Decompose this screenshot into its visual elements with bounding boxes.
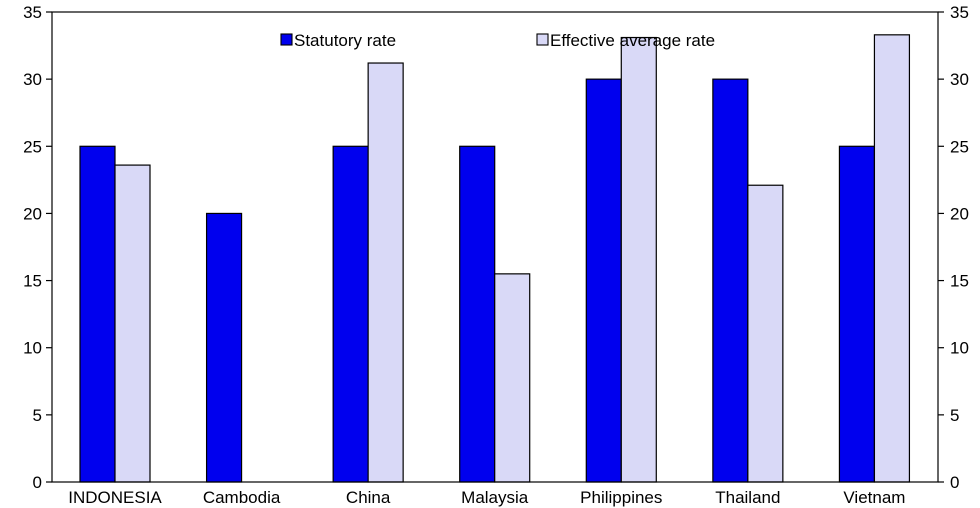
bars-group bbox=[79, 34, 911, 483]
bar-effective-philippines bbox=[620, 36, 657, 483]
y-tick-label-left: 30 bbox=[23, 70, 42, 89]
legend-label: Effective average rate bbox=[550, 31, 715, 50]
y-tick-label-right: 5 bbox=[950, 406, 959, 425]
bar-statutory-vietnam bbox=[838, 145, 876, 483]
bar-effective-vietnam bbox=[873, 34, 911, 483]
y-tick-label-left: 10 bbox=[23, 339, 42, 358]
y-tick-label-left: 0 bbox=[33, 473, 42, 492]
bar-statutory-malaysia bbox=[459, 145, 496, 483]
y-tick-label-left: 35 bbox=[23, 3, 42, 22]
y-tick-label-right: 0 bbox=[950, 473, 959, 492]
bar-statutory-cambodia bbox=[205, 212, 243, 483]
bar-statutory-thailand bbox=[712, 78, 749, 483]
x-tick-label: Thailand bbox=[715, 488, 780, 507]
x-tick-label: Malaysia bbox=[461, 488, 529, 507]
legend: Statutory rate Effective average rate bbox=[280, 31, 715, 50]
x-tick-label: China bbox=[346, 488, 391, 507]
y-tick-label-right: 30 bbox=[950, 70, 969, 89]
legend-label: Statutory rate bbox=[294, 31, 396, 50]
y-tick-label-right: 35 bbox=[950, 3, 969, 22]
x-tick-label: Vietnam bbox=[843, 488, 905, 507]
y-axis-left: 0 5 10 15 20 25 30 35 bbox=[23, 3, 52, 492]
y-tick-label-right: 20 bbox=[950, 204, 969, 223]
x-tick-label: INDONESIA bbox=[68, 488, 162, 507]
x-axis-labels: INDONESIA Cambodia China Malaysia Philippine… bbox=[68, 488, 905, 507]
bar-statutory-china bbox=[332, 145, 369, 483]
y-tick-label-left: 25 bbox=[23, 137, 42, 156]
axes-group bbox=[51, 11, 939, 483]
legend-swatch-effective bbox=[536, 33, 549, 46]
bar-effective-thailand bbox=[747, 184, 784, 483]
y-tick-label-right: 15 bbox=[950, 272, 969, 291]
bar-effective-china bbox=[367, 62, 404, 483]
y-axis-right: 0 5 10 15 20 25 30 35 bbox=[938, 3, 969, 492]
y-tick-label-left: 20 bbox=[23, 204, 42, 223]
legend-swatch-statutory bbox=[280, 33, 293, 46]
bar-effective-indonesia bbox=[114, 164, 151, 483]
y-tick-label-left: 15 bbox=[23, 272, 42, 291]
y-tick-label-right: 25 bbox=[950, 137, 969, 156]
bar-statutory-philippines bbox=[585, 78, 622, 483]
bar-statutory-indonesia bbox=[79, 145, 116, 483]
bar-effective-malaysia bbox=[494, 273, 531, 483]
y-tick-label-right: 10 bbox=[950, 339, 969, 358]
x-tick-label: Philippines bbox=[580, 488, 662, 507]
y-tick-label-left: 5 bbox=[33, 406, 42, 425]
x-tick-label: Cambodia bbox=[203, 488, 281, 507]
plot-frame bbox=[51, 11, 939, 483]
